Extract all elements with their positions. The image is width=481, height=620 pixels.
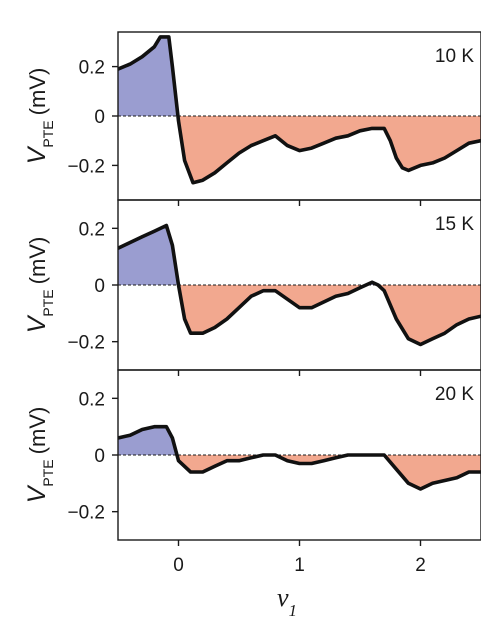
y-tick-label-1-0: 0.2 bbox=[79, 58, 105, 79]
y-tick-label-2-2: −0.2 bbox=[67, 333, 105, 354]
y-axis-title-1: VPTE (mV) bbox=[23, 68, 56, 165]
temperature-label-2: 15 K bbox=[435, 214, 474, 235]
y-axis-title-symbol-2: V bbox=[23, 314, 51, 333]
temperature-label-3: 20 K bbox=[435, 384, 474, 405]
y-axis-title-unit-2: (mV) bbox=[25, 237, 50, 285]
y-axis-title-unit-3: (mV) bbox=[25, 407, 50, 455]
y-tick-label-2-0: 0.2 bbox=[79, 219, 105, 240]
y-axis-title-subscript-1: PTE bbox=[40, 120, 56, 147]
x-tick-label-1: 1 bbox=[294, 555, 305, 576]
y-axis-title-symbol-1: V bbox=[23, 145, 51, 164]
x-axis: 0 1 2 bbox=[173, 555, 426, 576]
y-axis-title-3: VPTE (mV) bbox=[23, 407, 56, 504]
x-axis-title-subscript: 1 bbox=[289, 601, 298, 620]
y-axis-title-symbol-3: V bbox=[23, 484, 51, 503]
data-line-2 bbox=[118, 223, 481, 347]
x-axis-title: ν1 bbox=[277, 583, 297, 620]
y-axis-title-unit-1: (mV) bbox=[25, 68, 50, 116]
temperature-label-1: 10 K bbox=[435, 46, 474, 67]
y-axis-title-2: VPTE (mV) bbox=[23, 237, 56, 334]
y-tick-label-2-1: 0 bbox=[94, 276, 105, 297]
x-tick-label-2: 2 bbox=[415, 555, 426, 576]
negative-area-3 bbox=[118, 455, 481, 489]
panel-2: 0.2 0 −0.2 15 K VPTE (mV) bbox=[23, 199, 481, 376]
panel-1: 0.2 0 −0.2 10 K VPTE (mV) bbox=[23, 31, 481, 206]
x-axis-title-symbol: ν bbox=[277, 583, 289, 612]
y-axis-title-subscript-3: PTE bbox=[40, 459, 56, 486]
y-tick-label-3-1: 0 bbox=[94, 446, 105, 467]
y-tick-label-3-2: −0.2 bbox=[67, 503, 105, 524]
positive-area-3 bbox=[118, 426, 481, 455]
x-tick-label-0: 0 bbox=[173, 555, 184, 576]
data-line-1 bbox=[118, 35, 481, 185]
y-axis-title-subscript-2: PTE bbox=[40, 289, 56, 316]
positive-area-1 bbox=[118, 36, 481, 116]
y-tick-label-3-0: 0.2 bbox=[79, 389, 105, 410]
data-line-3 bbox=[118, 424, 481, 491]
y-tick-label-1-1: 0 bbox=[94, 107, 105, 128]
panel-3: 0.2 0 −0.2 20 K VPTE (mV) bbox=[23, 369, 481, 546]
y-tick-label-1-2: −0.2 bbox=[67, 156, 105, 177]
